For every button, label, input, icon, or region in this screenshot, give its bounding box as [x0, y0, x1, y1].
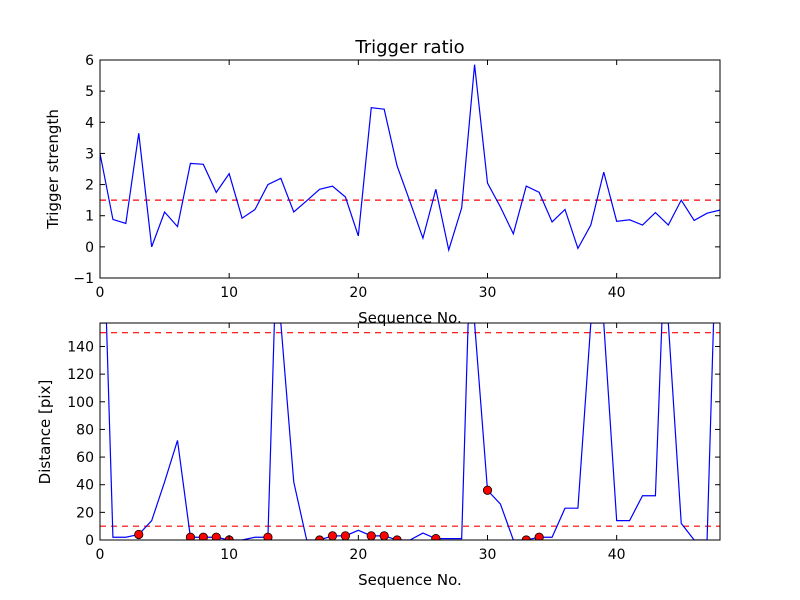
- top-x-axis-label: Sequence No.: [358, 309, 462, 327]
- top-series-line-0: [100, 64, 720, 253]
- bottom-y-tick-label: 120: [67, 367, 94, 383]
- bottom-data-marker: [198, 532, 208, 540]
- bottom-data-marker: [431, 534, 441, 540]
- bottom-x-tick-label: 20: [349, 547, 367, 563]
- bottom-y-tick-label: 20: [76, 505, 94, 521]
- distance-plot-area: [100, 323, 720, 540]
- distance-plot: 0 10 20 30 40 0 20 40 60 80 100 120 140 Sequence No.…: [36, 322, 721, 589]
- bottom-data-marker: [185, 532, 196, 540]
- bottom-data-marker: [211, 532, 221, 540]
- bottom-data-marker: [327, 531, 338, 540]
- bottom-y-axis-label: Distance [pix]: [36, 380, 54, 485]
- top-x-tick-label: 20: [349, 285, 367, 301]
- bottom-y-tick-label: 80: [76, 422, 94, 438]
- distance-ticks: 0 10 20 30 40 0 20 40 60 80 100 120 140: [67, 323, 720, 563]
- top-y-tick-label: 4: [85, 115, 94, 131]
- top-y-tick-label: 6: [85, 53, 94, 69]
- top-y-tick-label: 0: [85, 240, 94, 256]
- bottom-data-marker: [263, 532, 273, 540]
- trigger-ratio-plot-area: [100, 64, 720, 253]
- top-x-tick-label: 40: [608, 285, 626, 301]
- top-x-tick-label: 10: [220, 285, 238, 301]
- bottom-data-marker: [366, 531, 376, 540]
- top-y-tick-label: 1: [85, 209, 94, 225]
- trigger-ratio-axes-frame: [99, 59, 721, 279]
- top-x-tick-label: 0: [96, 285, 105, 301]
- bottom-x-tick-label: 0: [96, 547, 105, 563]
- bottom-x-tick-label: 40: [608, 547, 626, 563]
- bottom-data-marker: [534, 532, 544, 540]
- bottom-data-marker: [379, 531, 389, 540]
- bottom-y-tick-label: 140: [67, 339, 94, 355]
- bottom-y-tick-label: 40: [76, 478, 94, 494]
- bottom-x-axis-label: Sequence No.: [358, 571, 462, 589]
- chart-title: Trigger ratio: [354, 37, 464, 58]
- bottom-data-marker: [340, 531, 351, 540]
- top-x-tick-label: 30: [479, 285, 497, 301]
- bottom-x-tick-label: 30: [479, 547, 497, 563]
- bottom-x-tick-label: 10: [220, 547, 238, 563]
- top-y-tick-label: 5: [85, 84, 94, 100]
- bottom-data-marker: [134, 529, 144, 540]
- top-y-tick-label: −1: [73, 271, 94, 287]
- bottom-y-tick-label: 60: [76, 450, 94, 466]
- distance-axes-frame: [99, 322, 721, 541]
- top-y-axis-label: Trigger strength: [44, 109, 62, 230]
- bottom-y-tick-label: 100: [67, 395, 94, 411]
- top-y-tick-label: 3: [85, 146, 94, 162]
- bottom-data-marker: [482, 485, 493, 495]
- bottom-y-tick-label: 0: [85, 533, 94, 549]
- top-y-tick-label: 2: [85, 178, 94, 194]
